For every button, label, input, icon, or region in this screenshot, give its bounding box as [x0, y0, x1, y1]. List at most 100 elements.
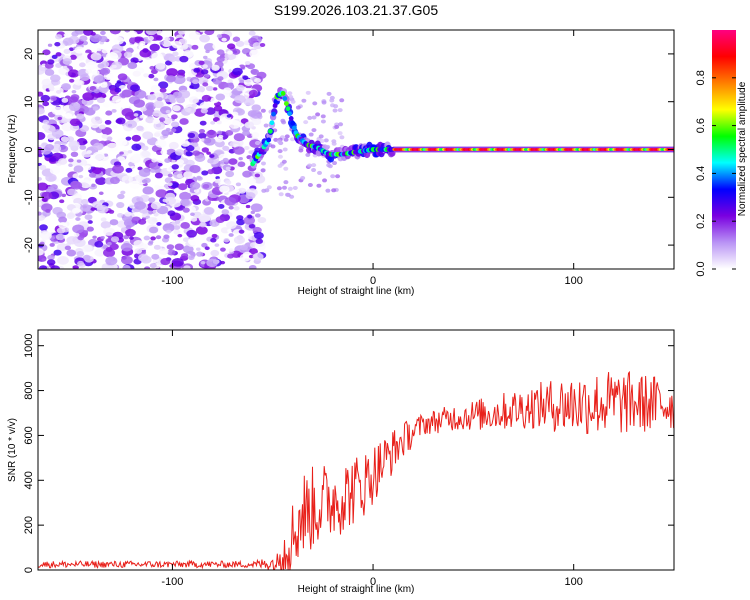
spectrogram-noise-blob — [226, 114, 232, 118]
spectrogram-noise-blob — [61, 193, 67, 198]
spectrogram-noise-blob — [53, 87, 64, 95]
spectrogram-noise-blob — [178, 30, 186, 35]
spectrogram-noise-blob — [224, 180, 232, 185]
spectrogram-noise-blob — [153, 212, 159, 217]
spectrogram-noise-blob — [244, 145, 250, 150]
spectrogram-noise-blob — [168, 56, 177, 62]
spectrogram-noise-blob — [87, 220, 93, 224]
spectrogram-noise-blob — [98, 124, 106, 130]
spectrogram-noise-blob — [64, 113, 73, 119]
spectrogram-signal-point — [282, 96, 288, 101]
spectrogram-noise-blob — [38, 177, 42, 181]
spectrogram-noise-blob — [242, 75, 249, 80]
spectrogram-noise-blob — [38, 153, 43, 158]
spectrogram-noise-blob — [83, 254, 91, 261]
spectrogram-noise-blob — [127, 61, 138, 70]
spectrogram-noise-blob — [225, 166, 231, 171]
spectrogram-noise-blob — [38, 132, 46, 140]
spectrogram-noise-blob — [169, 98, 176, 104]
spectrogram-noise-blob — [83, 30, 94, 36]
spectrogram-noise-blob — [151, 52, 163, 61]
spectrogram-noise-blob — [41, 124, 51, 130]
spectrogram-noise-blob — [165, 196, 177, 205]
spectrogram-noise-blob — [243, 216, 256, 225]
spectrogram-noise-blob — [161, 129, 171, 137]
spectrogram-noise-blob — [56, 243, 68, 252]
snr-plot-area — [38, 330, 674, 570]
spectrogram-noise-blob — [278, 192, 284, 197]
spectrogram-noise-blob — [248, 254, 254, 259]
spectrogram-noise-blob — [228, 233, 234, 237]
spectrogram-noise-blob — [55, 34, 63, 40]
spectrogram-noise-blob — [221, 37, 227, 42]
spectrogram-noise-blob — [167, 182, 173, 187]
spectrogram-noise-blob — [216, 56, 225, 63]
spectrogram-noise-blob — [283, 166, 289, 171]
spectrogram-noise-blob — [332, 108, 338, 113]
spectrogram-noise-blob — [204, 162, 212, 168]
spectrogram-noise-blob — [276, 186, 282, 191]
spectrogram-signal-point — [267, 128, 273, 134]
spectrogram-noise-blob — [40, 231, 52, 241]
spectrogram-noise-blob — [68, 163, 73, 167]
spectrogram-noise-blob — [276, 139, 282, 144]
spectrogram-noise-blob — [79, 145, 87, 150]
spectrogram-noise-blob — [168, 141, 179, 150]
spectrogram-noise-blob — [147, 35, 154, 41]
spectrogram-noise-blob — [210, 249, 220, 257]
spectrogram-noise-blob — [121, 255, 133, 265]
spectrogram-noise-blob — [305, 152, 311, 157]
spectrogram-noise-blob — [45, 173, 57, 182]
spectrogram-noise-blob — [217, 130, 223, 135]
spectrogram-noise-blob — [145, 116, 155, 124]
spectrogram-noise-blob — [200, 108, 209, 114]
spectrogram-noise-blob — [339, 98, 345, 103]
spectrogram-noise-blob — [46, 259, 56, 266]
y-tick-label: 10 — [23, 96, 35, 108]
spectrogram-noise-blob — [303, 120, 309, 125]
spectrogram-noise-blob — [107, 100, 116, 107]
spectrogram-noise-blob — [190, 212, 195, 216]
spectrogram-noise-blob — [153, 132, 161, 137]
spectrogram-noise-blob — [283, 137, 289, 142]
spectrogram-noise-blob — [61, 97, 69, 103]
spectrogram-noise-blob — [59, 199, 65, 204]
spectrogram-noise-blob — [260, 168, 266, 173]
spectrogram-noise-blob — [233, 146, 245, 155]
spectrogram-noise-blob — [237, 187, 247, 194]
spectrogram-noise-blob — [155, 123, 162, 128]
spectrogram-noise-blob — [228, 205, 234, 210]
spectrogram-noise-blob — [61, 118, 69, 124]
spectrogram-noise-blob — [90, 52, 102, 61]
spectrogram-noise-blob — [53, 249, 62, 256]
spectrogram-noise-blob — [182, 207, 190, 213]
spectrogram-ylabel: Frequency (Hz) — [7, 115, 18, 184]
spectrogram-noise-blob — [47, 59, 55, 65]
spectrogram-noise-blob — [134, 174, 142, 181]
spectrogram-noise-blob — [331, 188, 337, 193]
spectrogram-noise-blob — [138, 218, 147, 225]
spectrogram-noise-blob — [201, 147, 210, 153]
spectrogram-noise-blob — [298, 148, 304, 153]
spectrogram-noise-blob — [100, 221, 111, 229]
spectrogram-noise-blob — [176, 173, 183, 179]
spectrogram-noise-blob — [248, 30, 256, 36]
spectrogram-noise-blob — [86, 61, 98, 70]
spectrogram-noise-blob — [45, 144, 55, 151]
spectrogram-noise-blob — [51, 129, 64, 138]
spectrogram-noise-blob — [227, 50, 233, 55]
spectrogram-noise-blob — [254, 77, 261, 83]
spectrogram-noise-blob — [39, 224, 48, 231]
spectrogram-noise-blob — [228, 158, 238, 165]
spectrogram-noise-blob — [133, 99, 145, 108]
spectrogram-noise-blob — [101, 48, 109, 54]
spectrogram-noise-blob — [86, 150, 92, 154]
spectrogram-noise-blob — [251, 104, 262, 112]
spectrogram-noise-blob — [301, 98, 307, 103]
spectrogram-noise-blob — [288, 94, 294, 99]
spectrogram-noise-blob — [212, 42, 223, 51]
spectrogram-noise-blob — [125, 225, 132, 230]
spectrogram-noise-blob — [307, 163, 313, 168]
spectrogram-noise-blob — [108, 209, 115, 214]
colorbar: 0.0 0.2 0.4 0.6 0.8 Normalized spectral ampl… — [695, 30, 748, 277]
